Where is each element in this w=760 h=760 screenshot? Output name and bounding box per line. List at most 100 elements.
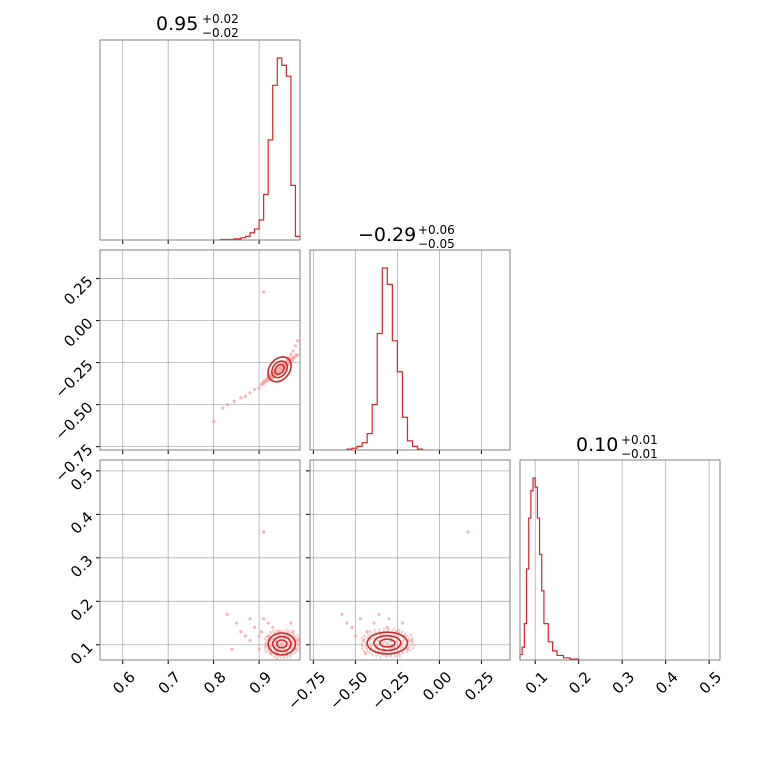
histogram-bin-4 [245,236,250,240]
scatter-density-point-80 [376,643,379,647]
scatter-density-point-123 [297,644,300,647]
scatter-density-point-91 [278,369,282,372]
scatter-density-point-122 [366,649,369,652]
x-tick-label: 0.25 [461,668,497,704]
scatter-density-point-128 [294,651,297,654]
histogram-bin-8 [264,195,269,241]
scatter-density-point-47 [295,646,298,649]
density-contour-1 [271,360,289,379]
title-param-2-upper: +0.01 [621,433,658,447]
scatter-density-point-48 [272,631,276,635]
scatter-density-point-122 [267,650,270,653]
scatter-density-point-123 [410,643,413,646]
scatter-density-point-53 [387,628,390,631]
scatter-density-point-130 [270,654,273,657]
histogram-bin-5 [250,233,255,240]
title-param-1-median: −0.29 [358,224,416,246]
scatter-point-0 [340,612,344,616]
scatter-density-point-133 [394,655,397,658]
scatter-point-4 [248,638,252,643]
scatter-point-6 [365,630,369,634]
scatter-density-point-1 [383,640,386,643]
scatter-density-point-63 [410,636,414,639]
x-tick-label: −0.75 [284,668,329,713]
density-contour-2 [274,363,285,376]
scatter-density-point-64 [360,636,364,640]
scatter-density-point-62 [273,655,276,658]
histogram-bin-6 [533,478,535,660]
histogram-bin-8 [387,284,392,450]
histogram-bin-11 [402,417,407,450]
panel-bottom-middle: −0.75−0.50−0.25 0.00 0.25 [284,459,511,713]
title-param-0-upper: +0.02 [202,12,239,26]
scatter-density-point-79 [390,637,394,640]
scatter-density-point-135 [263,648,266,651]
scatter-density-point-127 [263,643,266,646]
scatter-density-point-51 [362,640,365,643]
histogram-bin-4 [529,518,531,660]
scatter-density-point-120 [398,653,401,656]
scatter-point-35 [262,290,266,294]
y-tick-label: 0.1 [67,639,97,669]
scatter-density-point-134 [288,629,291,632]
scatter-density-point-69 [369,629,372,633]
scatter-density-point-72 [381,641,384,645]
scatter-density-point-122 [264,380,268,384]
histogram-bin-11 [544,624,548,660]
scatter-density-point-138 [275,657,279,660]
scatter-point-20 [363,651,368,656]
scatter-density-point-64 [263,637,266,641]
scatter-density-point-30 [368,639,371,642]
scatter-density-point-54 [268,652,272,655]
panel-titles: 0.95 +0.02 −0.02 −0.29 +0.06 −0.05 0.10 … [156,12,658,461]
scatter-density-point-57 [282,656,286,659]
x-tick-label: 0.8 [200,668,230,698]
scatter-point-2 [239,630,243,634]
scatter-point-6 [257,647,261,651]
histogram-bin-2 [524,624,526,660]
scatter-point-7 [259,630,263,634]
scatter-density-point-60 [296,649,299,653]
panel-bottom-right: 0.1 0.2 0.3 0.4 0.5 [519,459,725,698]
scatter-density-point-133 [286,656,289,659]
scatter-density-point-59 [263,645,266,649]
scatter-density-point-95 [278,633,281,637]
scatter-density-point-132 [262,379,266,382]
scatter-density-point-112 [281,368,284,372]
scatter-density-point-81 [396,644,399,647]
scatter-density-point-95 [382,633,385,636]
scatter-density-point-129 [382,628,386,631]
scatter-density-point-53 [281,629,284,632]
panel-frame [309,249,511,451]
scatter-density-point-71 [388,640,391,643]
title-param-1-lower: −0.05 [418,237,455,251]
histogram-bin-10 [542,591,544,660]
density-contour-2 [378,638,396,648]
panel-middle-middle [309,249,511,454]
title-param-2-median: 0.10 [576,434,618,456]
x-tick-label: 0.9 [246,668,276,698]
histogram-bin-13 [553,651,557,660]
title-param-2-lower: −0.01 [621,447,658,461]
histogram-bin-7 [259,220,264,240]
density-contour-2 [276,639,288,649]
x-tick-label: 0.6 [109,668,139,698]
scatter-point-19 [409,638,413,643]
scatter-point-3 [353,634,357,638]
scatter-density-point-137 [373,628,376,631]
scatter-point-5 [248,391,252,395]
scatter-point-28 [248,617,252,621]
scatter-density-point-137 [272,629,275,632]
title-param-0-lower: −0.02 [202,26,239,40]
scatter-density-point-96 [377,649,380,653]
scatter-density-point-67 [264,650,268,654]
scatter-density-point-67 [362,649,366,653]
scatter-density-point-50 [405,634,408,637]
scatter-density-point-117 [274,654,277,657]
histogram-bin-3 [362,443,367,450]
histogram-bin-12 [407,441,412,450]
scatter-density-point-50 [293,635,297,638]
scatter-density-point-79 [283,637,287,641]
scatter-point-5 [252,625,257,629]
scatter-density-point-125 [385,655,388,658]
